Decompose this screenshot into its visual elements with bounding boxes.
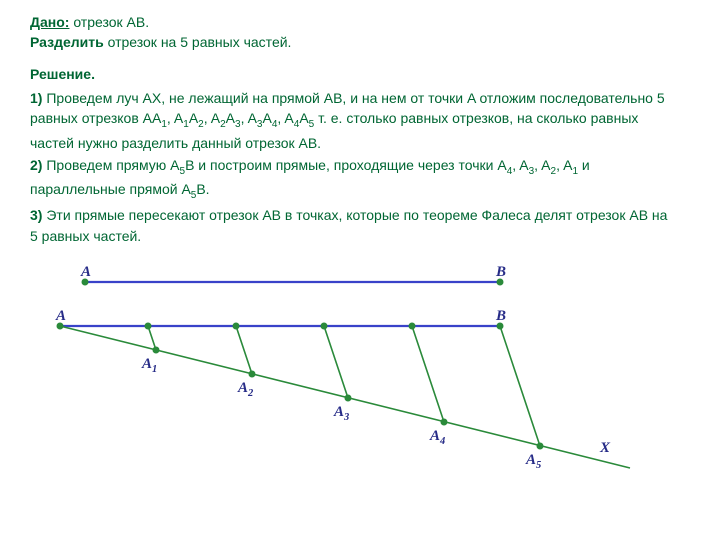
solution-block: Решение. 1) Проведем луч AX, не лежащий … [30,66,676,246]
solution-step-1: 1) Проведем луч AX, не лежащий на прямой… [30,88,676,153]
given-line: Дано: отрезок AB. [30,14,676,30]
solution-step-3: 3) Эти прямые пересекают отрезок AB в то… [30,205,676,246]
step-num-3: 3) [30,207,42,223]
svg-text:A2: A2 [237,380,254,399]
svg-text:X: X [599,440,611,456]
diagram: A B A B X A1 A2 A3 A4 A5 [30,264,676,487]
svg-text:A: A [80,264,91,280]
svg-text:A1: A1 [141,356,157,375]
svg-text:A: A [55,308,66,324]
solution-step-2: 2) Проведем прямую A5B и построим прямые… [30,155,676,204]
svg-text:A4: A4 [429,428,445,447]
task-label: Разделить [30,34,104,50]
given-text: отрезок AB. [69,14,149,30]
step-num-1: 1) [30,90,42,106]
solution-title: Решение. [30,66,676,82]
step-num-2: 2) [30,157,42,173]
task-line: Разделить отрезок на 5 равных частей. [30,34,676,50]
svg-text:B: B [495,308,506,324]
given-label: Дано: [30,14,69,30]
svg-text:B: B [495,264,506,280]
diagram-svg: A B A B X A1 A2 A3 A4 A5 [30,264,650,484]
svg-text:A5: A5 [525,452,541,471]
svg-text:A3: A3 [333,404,349,423]
task-text: отрезок на 5 равных частей. [104,34,292,50]
